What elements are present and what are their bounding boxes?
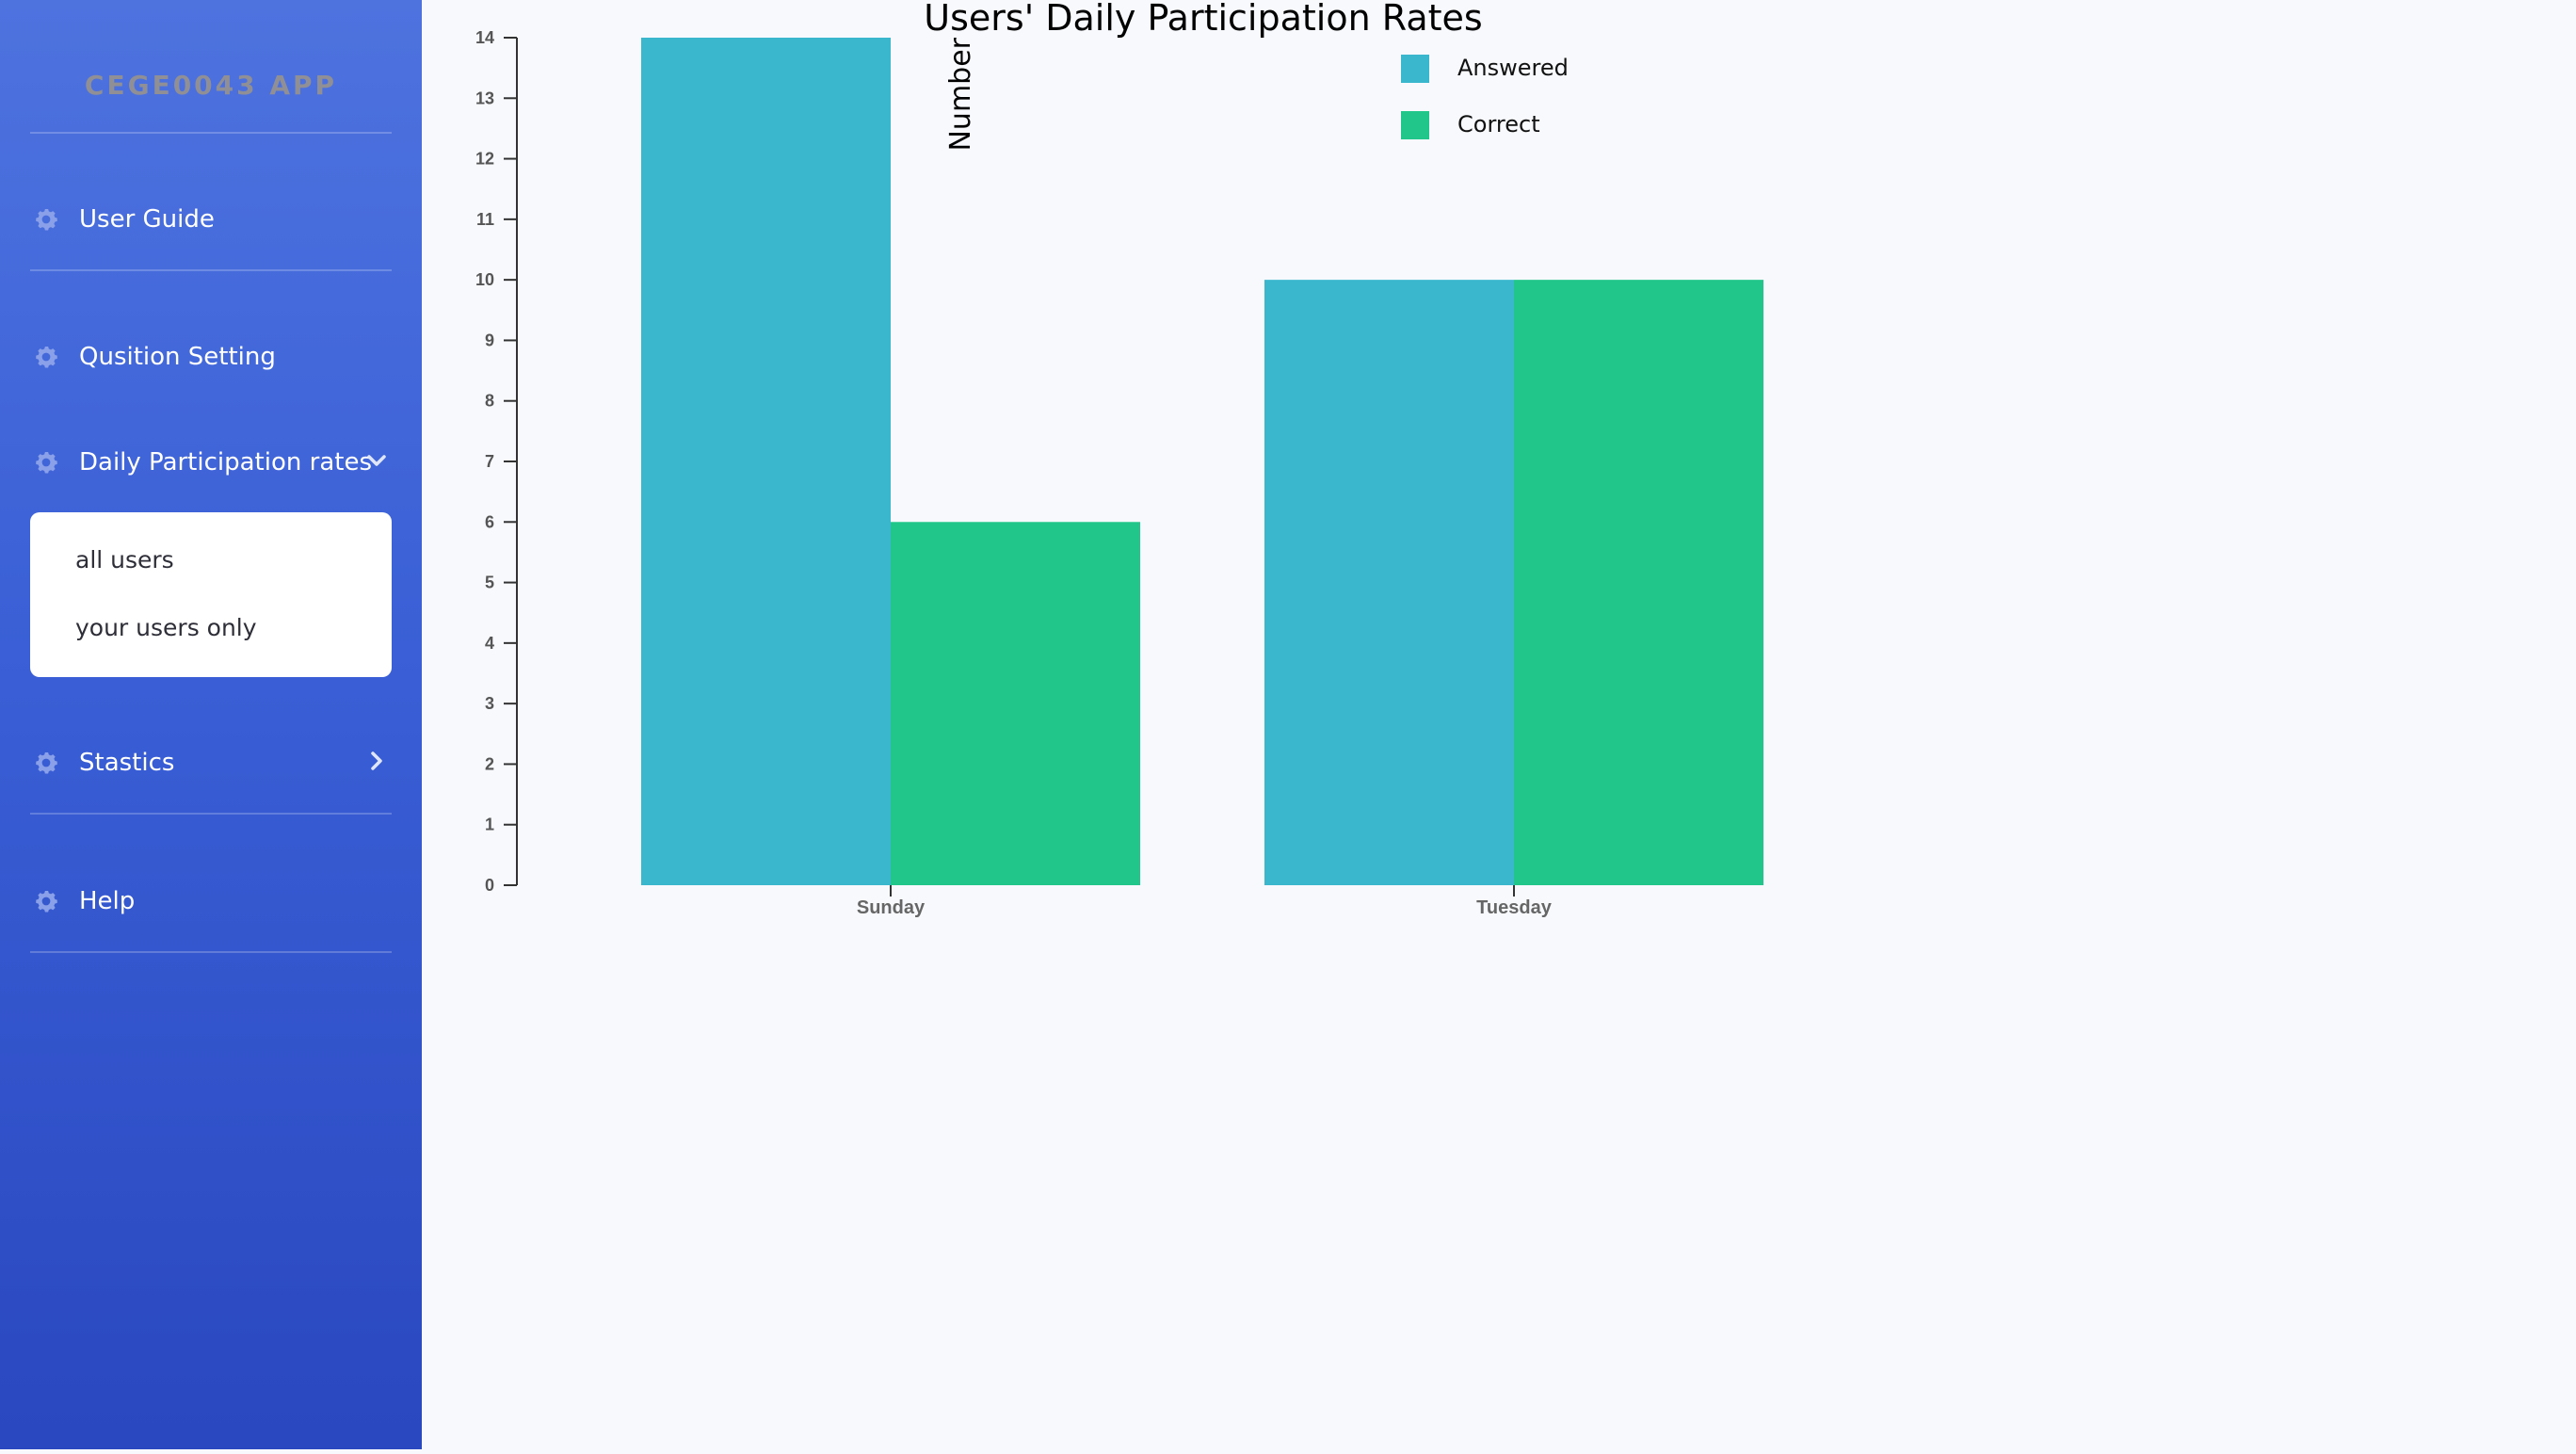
bar-group: [641, 38, 1763, 886]
sidebar-item-question-setting[interactable]: Qusition Setting: [30, 327, 392, 387]
y-tick-label: 2: [485, 754, 494, 773]
sidebar-item-label: Qusition Setting: [79, 343, 276, 371]
app-brand[interactable]: CEGE0043 APP: [84, 69, 338, 101]
y-tick-label: 13: [475, 89, 494, 107]
legend-swatch-answered: [1401, 55, 1429, 83]
chevron-down-icon[interactable]: [365, 449, 388, 472]
legend-label-correct: Correct: [1457, 111, 1540, 137]
sidebar-item-statistics[interactable]: Stastics: [30, 733, 392, 793]
bar-answered-sunday: [641, 38, 891, 885]
participation-submenu: all users your users only: [30, 512, 392, 677]
y-tick-label: 0: [485, 876, 494, 895]
x-tick-label: Tuesday: [1476, 897, 1553, 918]
sidebar-item-user-guide[interactable]: User Guide: [30, 189, 392, 250]
x-axis: Sunday Tuesday: [857, 885, 1553, 918]
sidebar-divider: [30, 269, 392, 271]
chart-panel: Users' Daily Participation Rates Number …: [422, 0, 2576, 1449]
y-tick-label: 14: [475, 28, 494, 47]
chevron-right-icon[interactable]: [365, 750, 388, 772]
gear-icon: [36, 891, 57, 913]
y-tick-label: 7: [485, 452, 494, 471]
y-tick-label: 11: [476, 210, 494, 229]
y-axis-label: Number: [944, 37, 977, 151]
legend-label-answered: Answered: [1457, 55, 1569, 81]
y-tick-label: 9: [485, 331, 494, 349]
sidebar-item-help[interactable]: Help: [30, 871, 392, 931]
sidebar-item-label: Daily Participation rates: [79, 448, 372, 477]
gear-icon: [36, 209, 57, 231]
bar-correct-tuesday: [1514, 280, 1763, 886]
x-tick-label: Sunday: [857, 897, 926, 918]
y-tick-label: 10: [475, 270, 494, 289]
submenu-item-all-users[interactable]: all users: [75, 546, 174, 574]
submenu-item-your-users-only[interactable]: your users only: [75, 614, 257, 641]
y-tick-label: 6: [485, 512, 494, 531]
sidebar-divider: [30, 951, 392, 953]
y-tick-label: 3: [485, 694, 494, 713]
sidebar: CEGE0043 APP User Guide Qusition Setting…: [0, 0, 422, 1449]
y-tick-label: 5: [485, 574, 494, 592]
chart-title: Users' Daily Participation Rates: [924, 0, 1482, 39]
y-tick-label: 4: [485, 634, 494, 653]
sidebar-divider: [30, 813, 392, 815]
gear-icon: [36, 452, 57, 474]
gear-icon: [36, 752, 57, 774]
y-tick-label: 1: [485, 816, 494, 834]
chart-legend: Answered Correct: [1401, 55, 1569, 139]
sidebar-item-daily-participation[interactable]: Daily Participation rates: [30, 432, 392, 493]
participation-bar-chart: Users' Daily Participation Rates Number …: [475, 0, 1763, 918]
sidebar-item-label: Stastics: [79, 749, 175, 777]
bar-correct-sunday: [891, 522, 1140, 885]
sidebar-item-label: User Guide: [79, 205, 215, 234]
legend-swatch-correct: [1401, 111, 1429, 139]
sidebar-divider: [30, 132, 392, 134]
sidebar-item-label: Help: [79, 887, 136, 915]
bar-answered-tuesday: [1264, 280, 1514, 886]
gear-icon: [36, 347, 57, 368]
y-tick-label: 8: [485, 392, 494, 411]
y-tick-label: 12: [475, 150, 494, 169]
